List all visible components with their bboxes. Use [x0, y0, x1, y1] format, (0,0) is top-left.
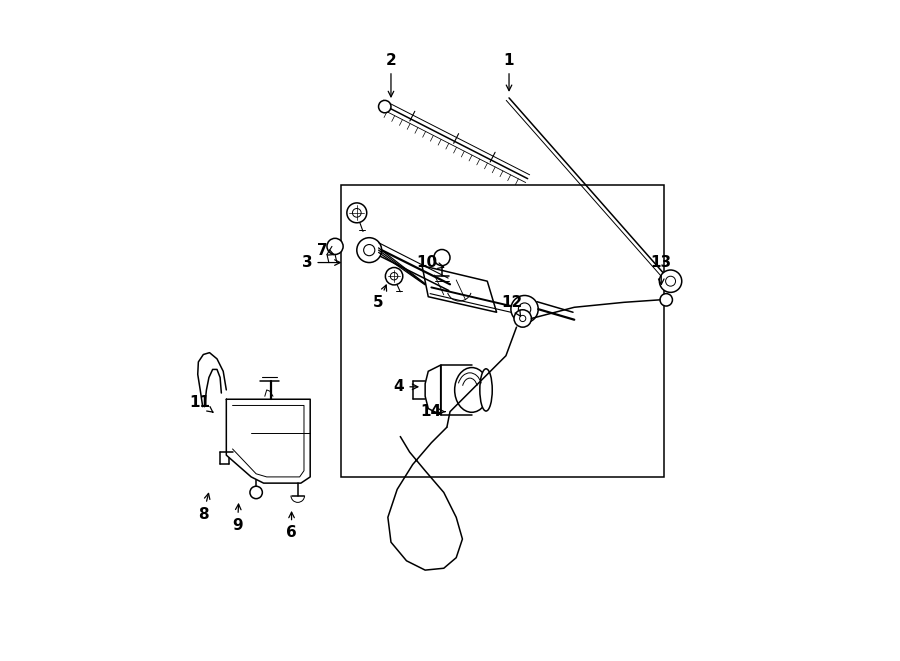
- Circle shape: [346, 203, 366, 223]
- Circle shape: [385, 268, 403, 285]
- Text: 14: 14: [421, 404, 445, 419]
- Circle shape: [518, 303, 531, 315]
- Text: 4: 4: [393, 379, 418, 395]
- Text: 13: 13: [651, 255, 671, 284]
- Text: 6: 6: [286, 512, 297, 540]
- Circle shape: [327, 239, 343, 254]
- Circle shape: [356, 238, 382, 262]
- Bar: [341, 185, 664, 477]
- Circle shape: [391, 272, 398, 280]
- Circle shape: [660, 293, 672, 306]
- Text: 7: 7: [318, 243, 334, 258]
- Circle shape: [364, 245, 374, 256]
- Text: 9: 9: [232, 504, 243, 533]
- Text: 8: 8: [198, 493, 210, 522]
- Circle shape: [519, 315, 526, 322]
- Circle shape: [666, 276, 676, 286]
- Circle shape: [250, 486, 263, 498]
- Circle shape: [434, 249, 450, 266]
- Text: 3: 3: [302, 255, 340, 270]
- Text: 5: 5: [374, 285, 387, 311]
- Text: 12: 12: [501, 295, 523, 316]
- Ellipse shape: [454, 368, 489, 412]
- Text: 11: 11: [189, 395, 213, 412]
- Circle shape: [514, 310, 531, 327]
- Ellipse shape: [480, 369, 492, 411]
- Circle shape: [353, 208, 361, 217]
- Text: 10: 10: [417, 255, 444, 270]
- Text: 1: 1: [504, 53, 514, 91]
- Circle shape: [379, 100, 391, 113]
- Circle shape: [511, 295, 538, 323]
- Circle shape: [660, 270, 682, 292]
- Text: 2: 2: [385, 53, 396, 97]
